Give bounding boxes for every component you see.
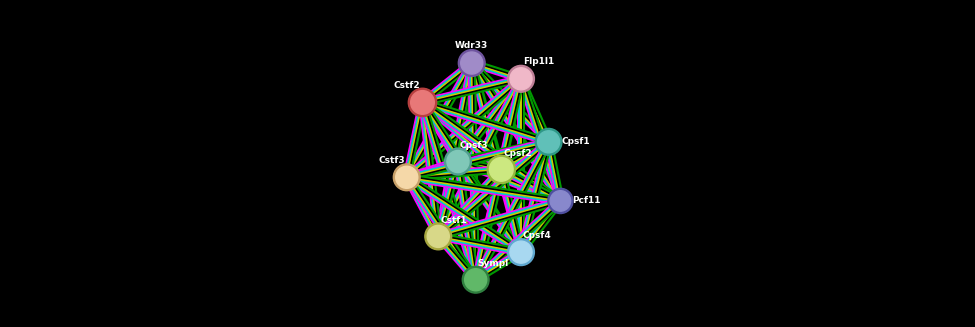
Circle shape	[489, 158, 513, 181]
Circle shape	[396, 166, 417, 188]
Circle shape	[465, 269, 487, 291]
Circle shape	[550, 191, 570, 211]
Circle shape	[425, 223, 451, 250]
Circle shape	[488, 155, 516, 183]
Circle shape	[393, 164, 420, 191]
Circle shape	[409, 88, 437, 117]
Circle shape	[510, 68, 532, 90]
Circle shape	[537, 131, 560, 153]
Circle shape	[427, 225, 449, 248]
Circle shape	[535, 129, 562, 155]
Text: Pcf11: Pcf11	[572, 197, 601, 205]
Circle shape	[548, 188, 573, 214]
Circle shape	[458, 50, 486, 77]
Text: Cstf3: Cstf3	[378, 157, 405, 165]
Text: Cpsf4: Cpsf4	[523, 231, 552, 240]
Text: Wdr33: Wdr33	[455, 42, 488, 50]
Circle shape	[508, 65, 534, 92]
Circle shape	[447, 150, 469, 173]
Circle shape	[461, 52, 483, 74]
Text: Flp1l1: Flp1l1	[523, 57, 554, 66]
Text: Cstf1: Cstf1	[441, 215, 467, 225]
Circle shape	[508, 239, 534, 266]
Text: Sympl: Sympl	[478, 259, 509, 268]
Text: Cpsf1: Cpsf1	[562, 137, 590, 146]
Text: Cpsf2: Cpsf2	[503, 148, 532, 158]
Circle shape	[445, 148, 471, 175]
Circle shape	[410, 91, 434, 114]
Circle shape	[510, 241, 532, 263]
Circle shape	[462, 266, 489, 293]
Text: Cstf2: Cstf2	[394, 81, 420, 90]
Text: Cpsf3: Cpsf3	[460, 141, 488, 150]
